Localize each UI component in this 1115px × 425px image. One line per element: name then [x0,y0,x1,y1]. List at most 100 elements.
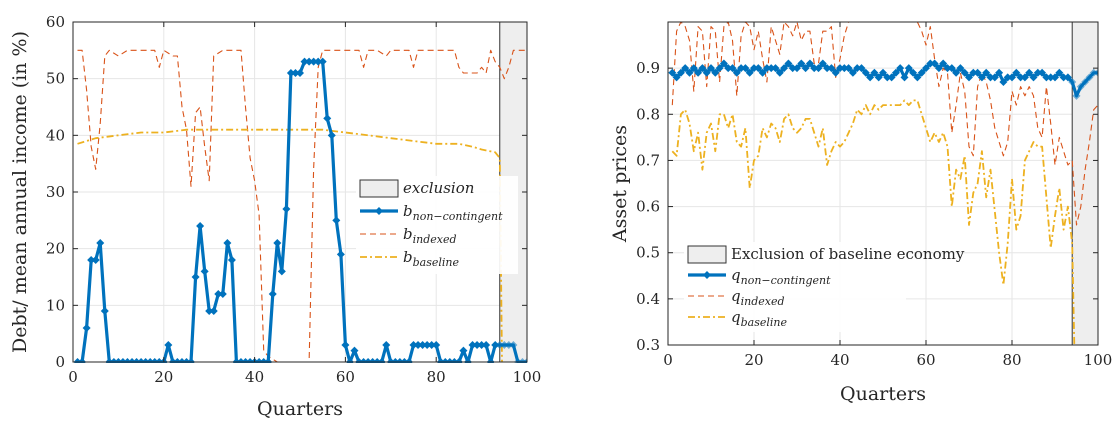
data-point [754,64,763,73]
data-point [891,68,900,77]
legend-label-exclusion: Exclusion of baseline economy [731,245,965,263]
data-point [724,64,733,73]
data-point [827,64,836,73]
data-point [681,64,690,73]
data-point [341,341,350,349]
data-point [1038,68,1047,77]
data-point [814,64,823,73]
x-tick-label: 20 [154,368,173,386]
data-point [698,64,707,73]
data-point [668,68,677,77]
y-tick-label: 0.7 [636,151,660,169]
data-point [694,68,703,77]
data-point [1008,73,1016,82]
x-tick-label: 0 [663,351,673,369]
data-point [689,64,698,73]
ticks: 0 20 40 60 80 100 0.3 0.4 0.5 0.6 0.7 0.8 0.9 [636,22,1112,369]
data-point [96,239,105,247]
y-tick-label: 0.9 [636,59,660,77]
y-tick-label: 60 [46,13,65,31]
data-point [286,69,295,77]
data-point [810,64,819,73]
data-point [268,290,277,298]
data-point [209,307,218,315]
x-tick-label: 40 [245,368,264,386]
y-tick-label: 20 [46,240,65,258]
data-point [200,267,209,276]
data-point [282,205,291,213]
x-tick-label: 0 [68,368,78,386]
data-point [1046,73,1055,82]
data-point [423,341,432,349]
y-axis-label: Asset prices [609,125,631,243]
data-point [296,69,304,77]
y-axis-label: Debt/ mean annual income (in %) [9,31,31,353]
data-point [1094,68,1098,77]
data-point [1072,91,1081,100]
data-point [500,341,509,349]
x-tick-label: 80 [427,368,446,386]
data-point [986,73,995,82]
data-point [797,59,806,68]
data-point [762,64,771,73]
data-point [909,68,918,77]
data-point [711,68,720,77]
y-tick-label: 0.4 [636,290,660,308]
x-axis-label: Quarters [840,383,926,405]
data-point [823,64,832,73]
data-point [702,68,711,77]
data-point [509,341,518,349]
data-point [990,73,999,82]
data-point [327,131,336,140]
data-point [861,68,870,77]
data-point [934,64,943,73]
data-point [82,324,91,332]
data-point [1081,77,1090,86]
legend-label-exclusion: exclusion [403,179,474,197]
data-point [857,64,866,73]
data-point [836,64,844,73]
data-point [887,73,896,82]
data-point [866,73,875,82]
data-point [214,290,223,298]
data-point [459,346,468,355]
data-point [223,239,232,247]
data-point [191,273,200,281]
x-tick-label: 20 [744,351,763,369]
data-point [332,216,341,225]
y-tick-label: 10 [46,296,65,314]
legend-label-non-contingent: qnon−contingent [731,266,831,287]
data-point [409,341,418,349]
x-tick-label: 40 [830,351,849,369]
series-line-indexed [671,21,1098,226]
data-point [943,64,952,73]
data-point [1076,82,1085,91]
data-point [737,64,746,73]
data-point [977,73,986,82]
data-point [771,64,780,73]
data-point [427,341,436,349]
data-point [831,68,840,77]
y-tick-label: 0 [55,353,65,371]
data-point [775,68,784,77]
data-point [969,68,978,77]
data-point [883,73,892,82]
y-tick-label: 30 [46,183,65,201]
data-point [1085,73,1094,82]
data-point [780,64,789,73]
data-point [676,68,685,77]
data-point [1020,73,1029,82]
data-point [767,64,776,73]
data-point [314,57,323,66]
debt-chart: 0 20 40 60 80 100 0 10 20 30 40 50 60 Quarters Debt/ m… [9,13,541,420]
data-point [336,250,345,259]
x-tick-label: 100 [513,368,542,386]
data-point [879,68,887,77]
data-point [788,64,797,73]
data-point [874,73,883,82]
series-line-indexed [77,49,527,363]
data-point [504,341,513,349]
data-point [323,114,332,123]
data-point [1042,73,1051,82]
